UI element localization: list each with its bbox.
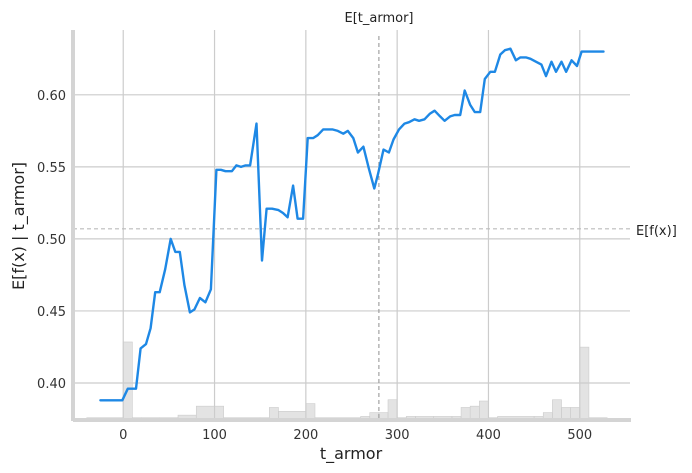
histogram-bar (214, 405, 224, 420)
reference-lines (73, 36, 630, 419)
y-tick-label: 0.50 (37, 233, 66, 248)
histogram-bar (387, 399, 398, 420)
histogram-bar (469, 405, 480, 420)
histogram-bar (460, 407, 471, 420)
histogram-bar (579, 346, 590, 420)
y-tick-label: 0.40 (37, 377, 66, 392)
x-tick-label: 100 (202, 428, 227, 443)
histogram (86, 341, 608, 420)
y-tick-label: 0.45 (37, 305, 66, 320)
grid (73, 30, 630, 419)
x-tick-label: 500 (567, 428, 592, 443)
expected-value-label: E[f(x)] (636, 224, 677, 239)
histogram-bar (479, 400, 489, 420)
x-tick-label: 0 (119, 428, 127, 443)
labels: t_armor E[f(x) | t_armor] E[t_armor] E[f… (9, 11, 677, 464)
histogram-bar (122, 341, 133, 420)
histogram-bar (278, 410, 307, 420)
histogram-bar (269, 407, 279, 420)
axes: 0 100 200 300 400 500 0.40 0.45 0.50 0.55 0.60 (37, 30, 631, 443)
histogram-bar (305, 403, 316, 420)
histogram-bar (195, 405, 215, 420)
series-line (99, 47, 605, 402)
expected-feature-label: E[t_armor] (345, 11, 414, 26)
histogram-bar (552, 399, 562, 420)
histogram-bar (570, 407, 581, 420)
y-tick-label: 0.60 (37, 89, 66, 104)
y-axis-label: E[f(x) | t_armor] (9, 162, 29, 290)
histogram-bar (561, 407, 571, 420)
series-layer (99, 47, 605, 402)
x-tick-label: 400 (476, 428, 501, 443)
x-axis-label: t_armor (320, 444, 383, 464)
x-tick-label: 300 (385, 428, 410, 443)
x-tick-label: 200 (293, 428, 318, 443)
y-tick-label: 0.55 (37, 161, 66, 176)
